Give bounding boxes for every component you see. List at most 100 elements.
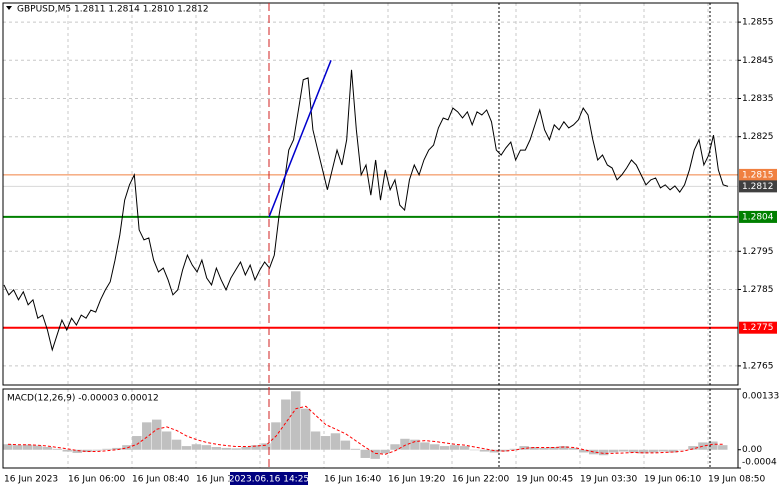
macd-bar bbox=[102, 448, 112, 450]
macd-bar bbox=[92, 449, 102, 451]
macd-bar bbox=[291, 391, 301, 450]
macd-bar bbox=[151, 419, 162, 450]
macd-bar bbox=[579, 449, 589, 453]
cursor-label: 2023.06.16 14:25 bbox=[229, 475, 309, 485]
x-tick-label: 16 Jun 08:40 bbox=[132, 475, 189, 485]
current-price-label: 1.2812 bbox=[742, 182, 774, 192]
macd-bar bbox=[519, 446, 529, 450]
macd-bar bbox=[191, 444, 202, 450]
x-tick-label: 19 Jun 03:30 bbox=[580, 475, 637, 485]
y-tick-label: 0.00 bbox=[742, 445, 762, 455]
grid-layer bbox=[3, 3, 738, 468]
macd-bar bbox=[22, 444, 33, 450]
macd-bar bbox=[410, 439, 420, 450]
macd-bar bbox=[211, 446, 221, 450]
macd-bar bbox=[678, 449, 688, 451]
price-line bbox=[3, 69, 729, 352]
level-box bbox=[739, 210, 777, 223]
macd-bar bbox=[122, 445, 132, 450]
x-tick-label: 16 Jun 22:00 bbox=[452, 475, 509, 485]
macd-bar bbox=[171, 439, 182, 450]
macd-bar bbox=[310, 431, 321, 450]
macd-bar bbox=[598, 449, 609, 456]
macd-bar bbox=[430, 444, 440, 450]
x-tick-label: 19 Jun 00:45 bbox=[516, 475, 573, 485]
macd-bar bbox=[251, 445, 261, 450]
macd-bar bbox=[350, 448, 361, 450]
level-label: 1.2815 bbox=[742, 170, 774, 180]
x-tick-label: 19 Jun 06:10 bbox=[644, 475, 701, 485]
macd-bar bbox=[459, 446, 470, 450]
macd-bar bbox=[688, 446, 698, 450]
macd-bar bbox=[380, 449, 390, 454]
macd-bar bbox=[340, 440, 351, 450]
chart-title: GBPUSD,M5 1.2811 1.2814 1.2810 1.2812 bbox=[17, 5, 209, 15]
x-tick-label: 16 Jun 2023 bbox=[4, 475, 58, 485]
x-tick-label: 19 Jun 08:50 bbox=[708, 475, 765, 485]
macd-bar bbox=[161, 431, 172, 450]
macd-bar bbox=[12, 445, 23, 450]
menu-triangle[interactable] bbox=[6, 6, 12, 10]
macd-bar bbox=[449, 445, 460, 450]
macd-bar bbox=[32, 445, 43, 450]
y-tick-label: 1.2785 bbox=[742, 285, 774, 295]
macd-bar bbox=[559, 446, 569, 450]
macd-bar bbox=[62, 449, 73, 452]
macd-bar bbox=[469, 449, 480, 451]
macd-bar bbox=[112, 447, 122, 450]
main-frame bbox=[2, 2, 739, 386]
macd-bar bbox=[132, 436, 142, 450]
macd-bar bbox=[618, 449, 629, 452]
macd-bar bbox=[82, 449, 92, 453]
macd-bar bbox=[539, 447, 549, 450]
macd-bar bbox=[489, 449, 500, 453]
macd-bar bbox=[370, 449, 380, 459]
y-tick-label: 1.2855 bbox=[742, 18, 774, 28]
x-tick-label: 16 Jun 16:40 bbox=[324, 475, 381, 485]
trend-line bbox=[268, 60, 332, 218]
macd-bar bbox=[320, 436, 331, 450]
y-tick-label: 1.2795 bbox=[742, 247, 774, 257]
macd-bar bbox=[569, 447, 579, 450]
macd-bar bbox=[708, 441, 718, 450]
macd-bar bbox=[718, 445, 728, 450]
y-tick-label: 1.2825 bbox=[742, 132, 774, 142]
level-label: 1.2775 bbox=[742, 323, 774, 333]
y-tick-label: 1.2765 bbox=[742, 361, 774, 371]
macd-bar bbox=[360, 449, 370, 458]
macd-title: MACD(12,26,9) -0.00003 0.00012 bbox=[7, 394, 159, 404]
y-tick-label: 1.2845 bbox=[742, 56, 774, 66]
macd-bar bbox=[638, 449, 649, 454]
macd-bar bbox=[231, 448, 241, 450]
macd-bar bbox=[221, 447, 231, 450]
x-tick-label: 16 Jun 06:00 bbox=[68, 475, 125, 485]
macd-bar bbox=[72, 449, 82, 453]
cursor-label-box bbox=[230, 472, 308, 485]
macd-bar bbox=[142, 422, 152, 450]
marks-layer bbox=[3, 60, 738, 459]
macd-bar bbox=[509, 448, 519, 450]
macd-bar bbox=[261, 443, 271, 450]
macd-bar bbox=[181, 446, 192, 450]
macd-bar bbox=[300, 408, 311, 450]
macd-bar bbox=[479, 449, 490, 452]
macd-bar bbox=[658, 449, 668, 452]
macd-bar bbox=[420, 442, 430, 450]
macd-bar bbox=[241, 446, 251, 450]
macd-bar bbox=[42, 446, 53, 450]
macd-bar bbox=[390, 444, 400, 450]
macd-bar bbox=[668, 449, 678, 453]
macd-bar bbox=[588, 449, 599, 455]
level-label: 1.2804 bbox=[742, 212, 774, 222]
x-tick-label: 16 Jun 1 bbox=[196, 475, 233, 485]
macd-bar bbox=[3, 444, 13, 450]
macd-bar bbox=[52, 448, 63, 450]
macd-bar bbox=[529, 446, 539, 450]
macd-frame bbox=[2, 388, 739, 469]
macd-bar bbox=[281, 399, 291, 450]
macd-bar bbox=[608, 449, 619, 453]
y-tick-label: 1.2835 bbox=[742, 94, 774, 104]
